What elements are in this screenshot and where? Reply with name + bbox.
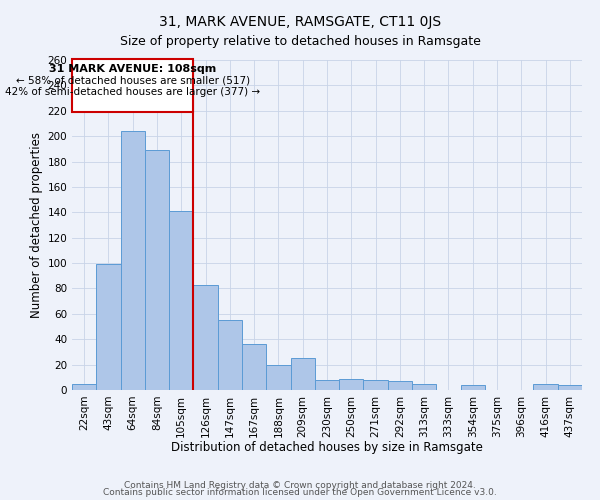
Bar	[364, 380, 388, 390]
Bar	[412, 384, 436, 390]
Bar	[558, 385, 582, 390]
Bar	[242, 344, 266, 390]
Bar	[145, 150, 169, 390]
Bar	[461, 385, 485, 390]
Bar	[388, 381, 412, 390]
FancyBboxPatch shape	[72, 58, 193, 112]
Bar	[266, 364, 290, 390]
Bar	[533, 384, 558, 390]
Bar	[193, 284, 218, 390]
Bar	[339, 378, 364, 390]
X-axis label: Distribution of detached houses by size in Ramsgate: Distribution of detached houses by size …	[171, 441, 483, 454]
Text: 42% of semi-detached houses are larger (377) →: 42% of semi-detached houses are larger (…	[5, 86, 260, 97]
Text: Contains public sector information licensed under the Open Government Licence v3: Contains public sector information licen…	[103, 488, 497, 497]
Text: Contains HM Land Registry data © Crown copyright and database right 2024.: Contains HM Land Registry data © Crown c…	[124, 480, 476, 490]
Bar	[72, 384, 96, 390]
Text: 31, MARK AVENUE, RAMSGATE, CT11 0JS: 31, MARK AVENUE, RAMSGATE, CT11 0JS	[159, 15, 441, 29]
Bar	[218, 320, 242, 390]
Y-axis label: Number of detached properties: Number of detached properties	[30, 132, 43, 318]
Bar	[290, 358, 315, 390]
Text: Size of property relative to detached houses in Ramsgate: Size of property relative to detached ho…	[119, 35, 481, 48]
Text: 31 MARK AVENUE: 108sqm: 31 MARK AVENUE: 108sqm	[49, 64, 217, 74]
Bar	[169, 211, 193, 390]
Bar	[315, 380, 339, 390]
Bar	[121, 131, 145, 390]
Text: ← 58% of detached houses are smaller (517): ← 58% of detached houses are smaller (51…	[16, 75, 250, 85]
Bar	[96, 264, 121, 390]
